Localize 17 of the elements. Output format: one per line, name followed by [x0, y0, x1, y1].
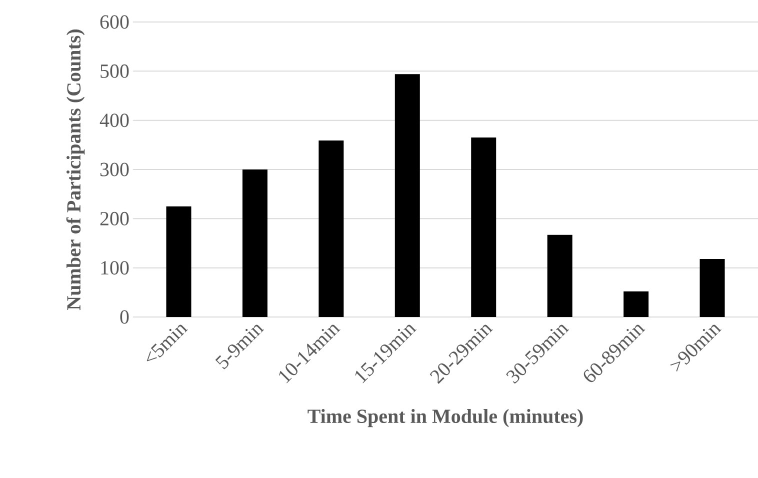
y-axis-title: Number of Participants (Counts): [66, 30, 85, 310]
bar: [394, 74, 420, 317]
y-tick-label: 200: [100, 212, 129, 226]
x-axis-title: Time Spent in Module (minutes): [308, 408, 583, 428]
y-tick-label: 100: [101, 261, 129, 275]
y-tick-label: 400: [100, 114, 129, 128]
y-tick-label: 500: [100, 64, 129, 78]
y-tick-label: 600: [100, 15, 129, 29]
y-tick-label: 300: [100, 162, 129, 176]
bar: [547, 234, 572, 317]
y-tick-label: 0: [120, 310, 129, 324]
bar: [242, 169, 268, 317]
bar: [471, 138, 496, 317]
bar: [700, 258, 725, 317]
bar: [624, 291, 649, 317]
bar: [318, 140, 344, 317]
bar: [166, 206, 192, 317]
